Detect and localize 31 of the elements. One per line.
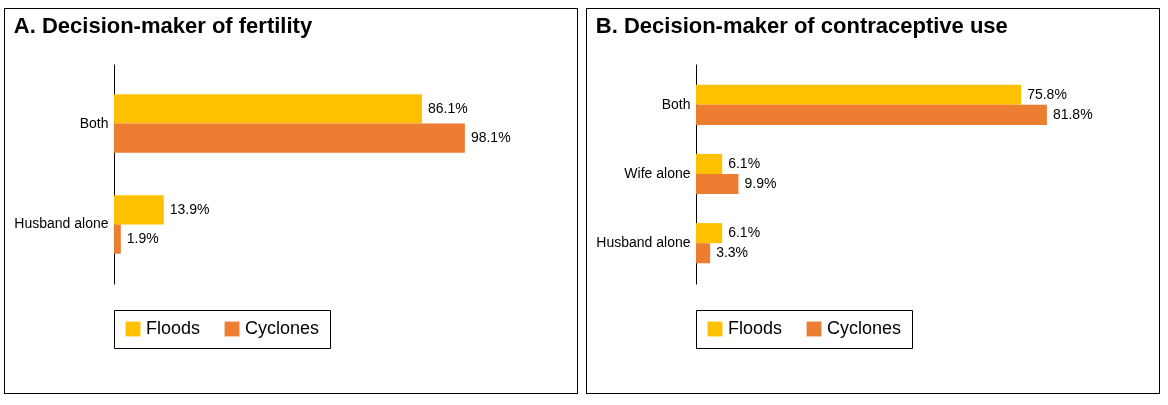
legend-label: Cyclones — [827, 318, 902, 338]
legend-label: Floods — [146, 318, 201, 338]
legend-label: Cyclones — [245, 318, 320, 338]
chart-title: A. Decision-maker of fertility — [13, 13, 313, 38]
chart-title: B. Decision-maker of contraceptive use — [595, 13, 1008, 38]
data-label: 81.8% — [1052, 105, 1093, 122]
y-tick-label: Both — [79, 114, 109, 131]
bar — [114, 94, 422, 124]
bar — [696, 243, 711, 264]
bar — [114, 224, 121, 254]
y-tick-label: Both — [661, 95, 691, 112]
bar — [114, 123, 465, 153]
data-label: 6.1% — [728, 224, 761, 241]
data-label: 1.9% — [126, 230, 159, 247]
data-label: 86.1% — [427, 99, 468, 116]
bar — [696, 174, 739, 195]
bar — [696, 104, 1047, 125]
y-tick-label: Husband alone — [596, 234, 691, 251]
data-label: 75.8% — [1027, 85, 1067, 102]
bar — [696, 84, 1022, 105]
y-tick-label: Wife alone — [624, 165, 691, 181]
bar — [696, 153, 723, 174]
data-label: 98.1% — [470, 129, 511, 146]
data-label: 13.9% — [169, 200, 210, 217]
data-label: 6.1% — [728, 154, 761, 171]
bar — [696, 223, 723, 244]
legend-label: Floods — [728, 318, 783, 338]
y-tick-label: Husband alone — [14, 215, 109, 232]
bar — [114, 195, 164, 225]
data-label: 9.9% — [744, 175, 777, 192]
data-label: 3.3% — [716, 244, 749, 261]
